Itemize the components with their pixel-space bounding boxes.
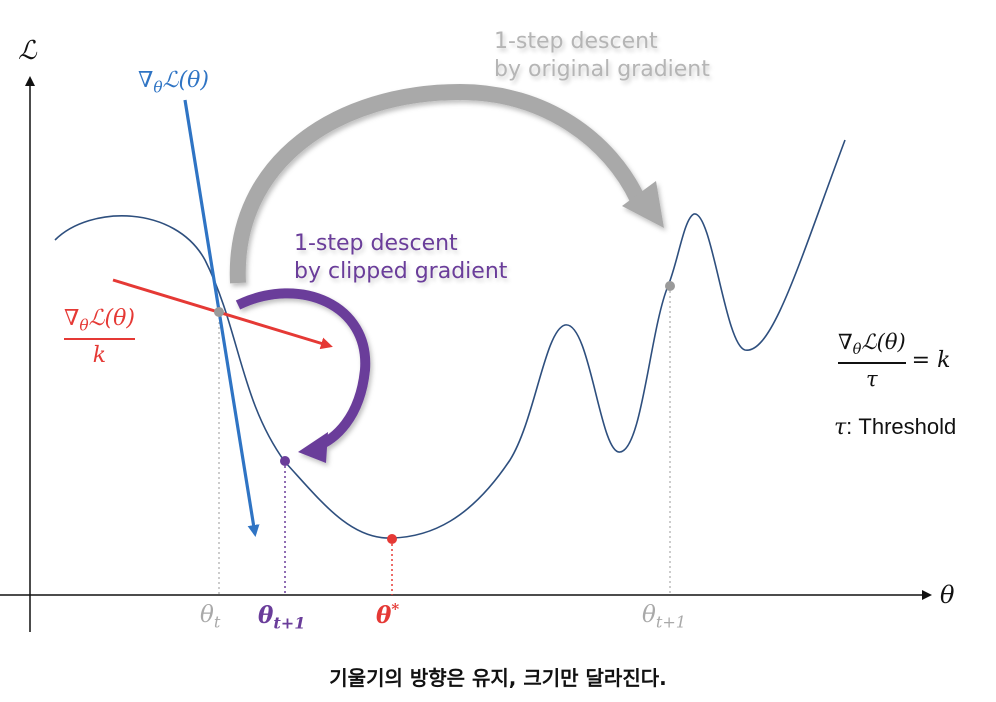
x-axis-label: θ bbox=[940, 581, 955, 609]
point-theta-t bbox=[214, 307, 224, 317]
tick-theta-t1-original: θt+1 bbox=[642, 602, 687, 632]
caption: 기울기의 방향은 유지, 크기만 달라진다. bbox=[329, 666, 667, 690]
tick-theta-t: θt bbox=[200, 602, 221, 632]
original-descent-label: 1-step descent by original gradient bbox=[494, 29, 710, 82]
tick-theta-star: θ* bbox=[376, 600, 400, 629]
clipped-gradient-label: ∇θℒ(θ) k bbox=[64, 306, 135, 369]
y-axis-label: ℒ bbox=[18, 36, 37, 66]
threshold-formula: ∇θℒ(θ) τ = k bbox=[838, 330, 951, 391]
loss-curve bbox=[54, 139, 846, 539]
point-theta-t1-clipped bbox=[280, 456, 290, 466]
point-theta-star bbox=[387, 534, 397, 544]
clipped-descent-arrow bbox=[235, 288, 371, 463]
clipped-descent-label: 1-step descent by clipped gradient bbox=[294, 231, 508, 284]
original-gradient-label: ∇θℒ(θ) bbox=[138, 68, 209, 97]
tick-theta-t1-clipped: θt+1 bbox=[258, 602, 306, 633]
original-gradient-arrow bbox=[183, 99, 260, 537]
point-theta-t1-original bbox=[665, 281, 675, 291]
threshold-label: τ: Threshold bbox=[834, 414, 957, 440]
original-descent-arrow bbox=[229, 83, 664, 284]
